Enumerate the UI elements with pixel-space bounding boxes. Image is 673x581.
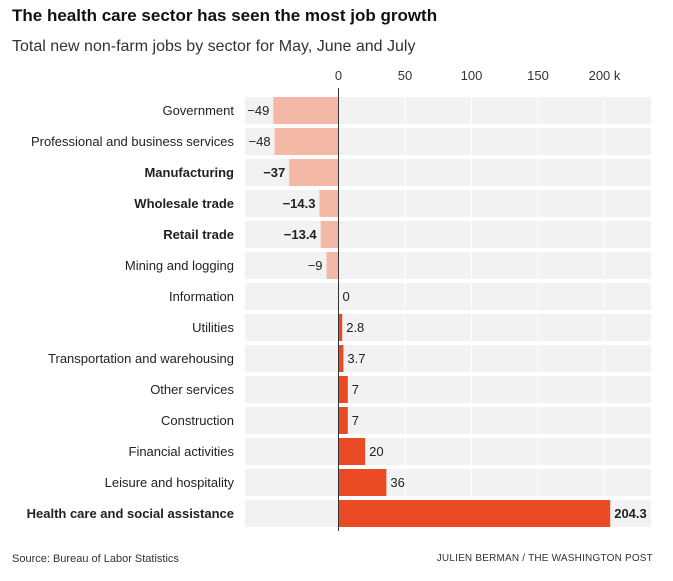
category-label: Retail trade [163,227,234,242]
x-tick-label: 50 [398,68,412,83]
row-background [245,314,651,341]
category-label: Manufacturing [144,165,234,180]
row-background [245,283,651,310]
value-label: 7 [352,413,359,428]
value-label: 36 [390,475,404,490]
row-background [245,345,651,372]
x-tick-label: 100 [461,68,483,83]
category-label: Information [169,289,234,304]
x-tick-label: 0 [335,68,342,83]
category-label: Financial activities [129,444,235,459]
category-label: Other services [150,382,234,397]
value-label: −13.4 [284,227,318,242]
row-background [245,407,651,434]
category-label: Leisure and hospitality [105,475,235,490]
category-label: Mining and logging [125,258,234,273]
category-label: Professional and business services [31,134,235,149]
value-label: −48 [249,134,271,149]
row-background [245,438,651,465]
value-label: 3.7 [347,351,365,366]
value-label: 7 [352,382,359,397]
row-background [245,252,651,279]
bar [338,438,366,465]
row-background [245,221,651,248]
chart-title: The health care sector has seen the most… [12,6,438,25]
credit-note: JULIEN BERMAN / THE WASHINGTON POST [436,553,653,564]
x-tick-label: 150 [527,68,549,83]
value-label: 20 [369,444,383,459]
x-tick-label: 200 k [589,68,621,83]
value-label: −14.3 [283,196,316,211]
bar [319,190,339,217]
category-label: Construction [161,413,234,428]
bar [338,500,611,527]
bar [338,314,343,341]
bar [320,221,339,248]
source-note: Source: Bureau of Labor Statistics [12,553,179,565]
row-background [245,469,651,496]
bar [273,97,339,124]
value-label: 2.8 [346,320,364,335]
category-label: Utilities [192,320,234,335]
value-label: −9 [308,258,323,273]
value-label: 204.3 [614,506,647,521]
row-background [245,190,651,217]
value-label: −37 [263,165,285,180]
bar [338,407,348,434]
category-label: Transportation and warehousing [48,351,234,366]
bar [338,469,387,496]
category-label: Government [162,103,234,118]
bar [289,159,339,186]
bar [338,376,348,403]
bar [338,345,344,372]
bar [274,128,339,155]
chart-subtitle: Total new non-farm jobs by sector for Ma… [12,38,416,55]
row-background [245,376,651,403]
value-label: −49 [247,103,269,118]
category-label: Health care and social assistance [27,506,234,521]
value-label: 0 [343,289,350,304]
bar-chart: 0 50 100 150 200 k Government −49 Professional … [27,68,651,531]
category-label: Wholesale trade [134,196,234,211]
bar [326,252,339,279]
